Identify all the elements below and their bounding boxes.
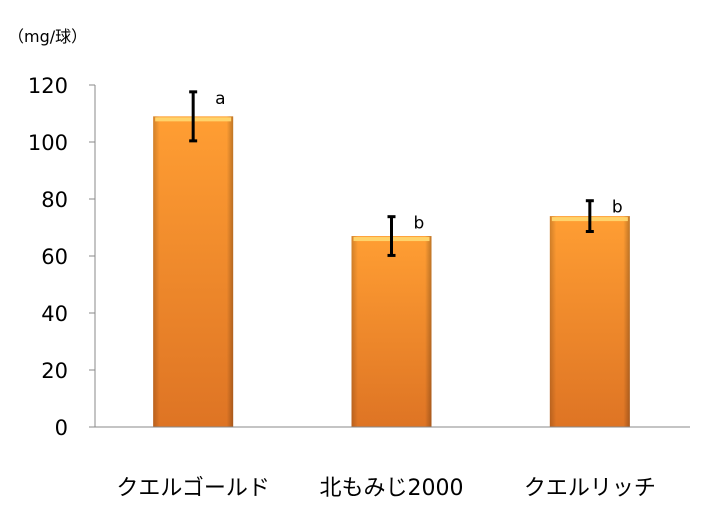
y-axis-unit-label: （mg/球）	[8, 27, 87, 46]
significance-label: b	[612, 198, 623, 218]
y-tick-label: 80	[41, 188, 68, 212]
x-category-label: 北もみじ2000	[320, 476, 464, 501]
y-tick-label: 60	[41, 245, 68, 269]
y-tick-label: 0	[55, 416, 68, 440]
x-category-label: クエルリッチ	[524, 476, 656, 501]
bar-shading	[351, 236, 432, 427]
x-category-label: クエルゴールド	[116, 476, 270, 501]
significance-label: a	[215, 89, 225, 109]
bar-shading	[549, 216, 630, 427]
y-tick-label: 100	[28, 131, 68, 155]
y-tick-label: 120	[28, 74, 68, 98]
y-tick-label: 40	[41, 302, 68, 326]
significance-label: b	[414, 214, 425, 234]
bar-shading	[153, 116, 234, 427]
y-tick-label: 20	[41, 359, 68, 383]
